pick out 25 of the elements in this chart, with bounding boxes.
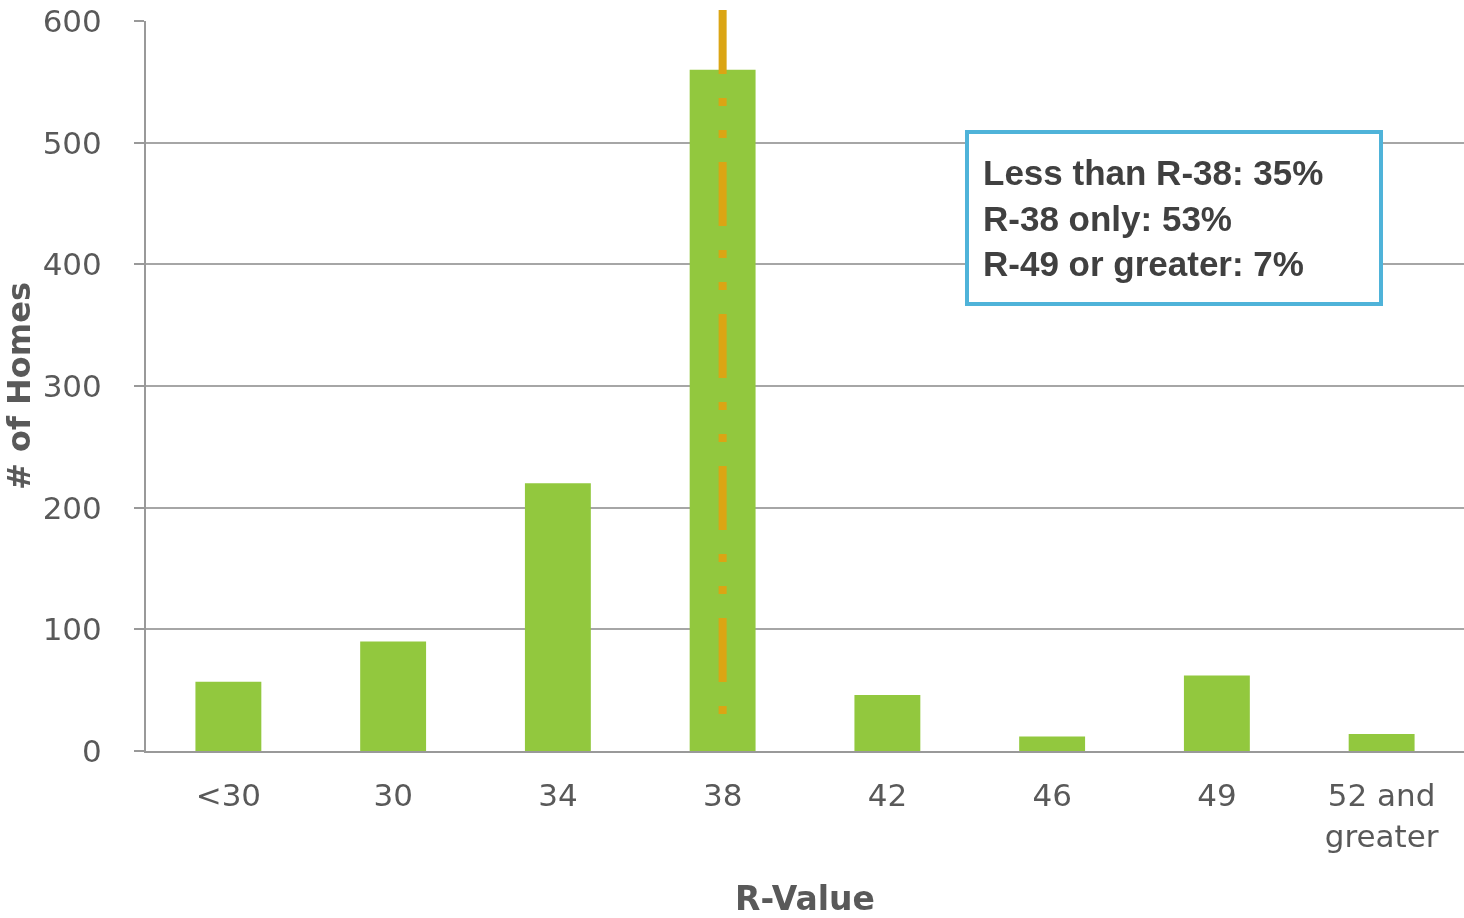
y-tick-label: 300 — [42, 367, 102, 404]
y-tick-label: 0 — [82, 732, 102, 769]
annotation: Less than R-38: 35% R-38 only: 53% R-49 or greater: 7% — [983, 153, 1324, 283]
bar — [1183, 675, 1250, 751]
x-tick-label: <30 — [195, 777, 262, 814]
y-tick-label: 600 — [42, 2, 102, 39]
bar — [360, 641, 427, 751]
y-tick-label: 400 — [42, 246, 102, 283]
x-tick-label: 30 — [373, 777, 413, 814]
x-tick-label: 52 and greater — [1324, 777, 1439, 854]
y-tick-label: 100 — [42, 611, 102, 648]
x-tick-label: 38 — [702, 777, 743, 814]
bar — [854, 695, 921, 751]
bar — [1348, 733, 1415, 751]
bar — [524, 483, 591, 751]
y-tick-label: 500 — [42, 124, 102, 161]
bar — [1019, 736, 1086, 751]
x-tick-label: 46 — [1032, 777, 1072, 814]
x-axis-title: R-Value — [735, 879, 875, 918]
y-tick-label: 200 — [42, 489, 102, 526]
bar — [195, 681, 262, 751]
x-tick-label: 49 — [1197, 777, 1237, 814]
x-tick-label: 42 — [867, 777, 908, 814]
y-axis-title: # of Homes — [0, 282, 38, 490]
x-tick-label: 34 — [538, 777, 578, 814]
